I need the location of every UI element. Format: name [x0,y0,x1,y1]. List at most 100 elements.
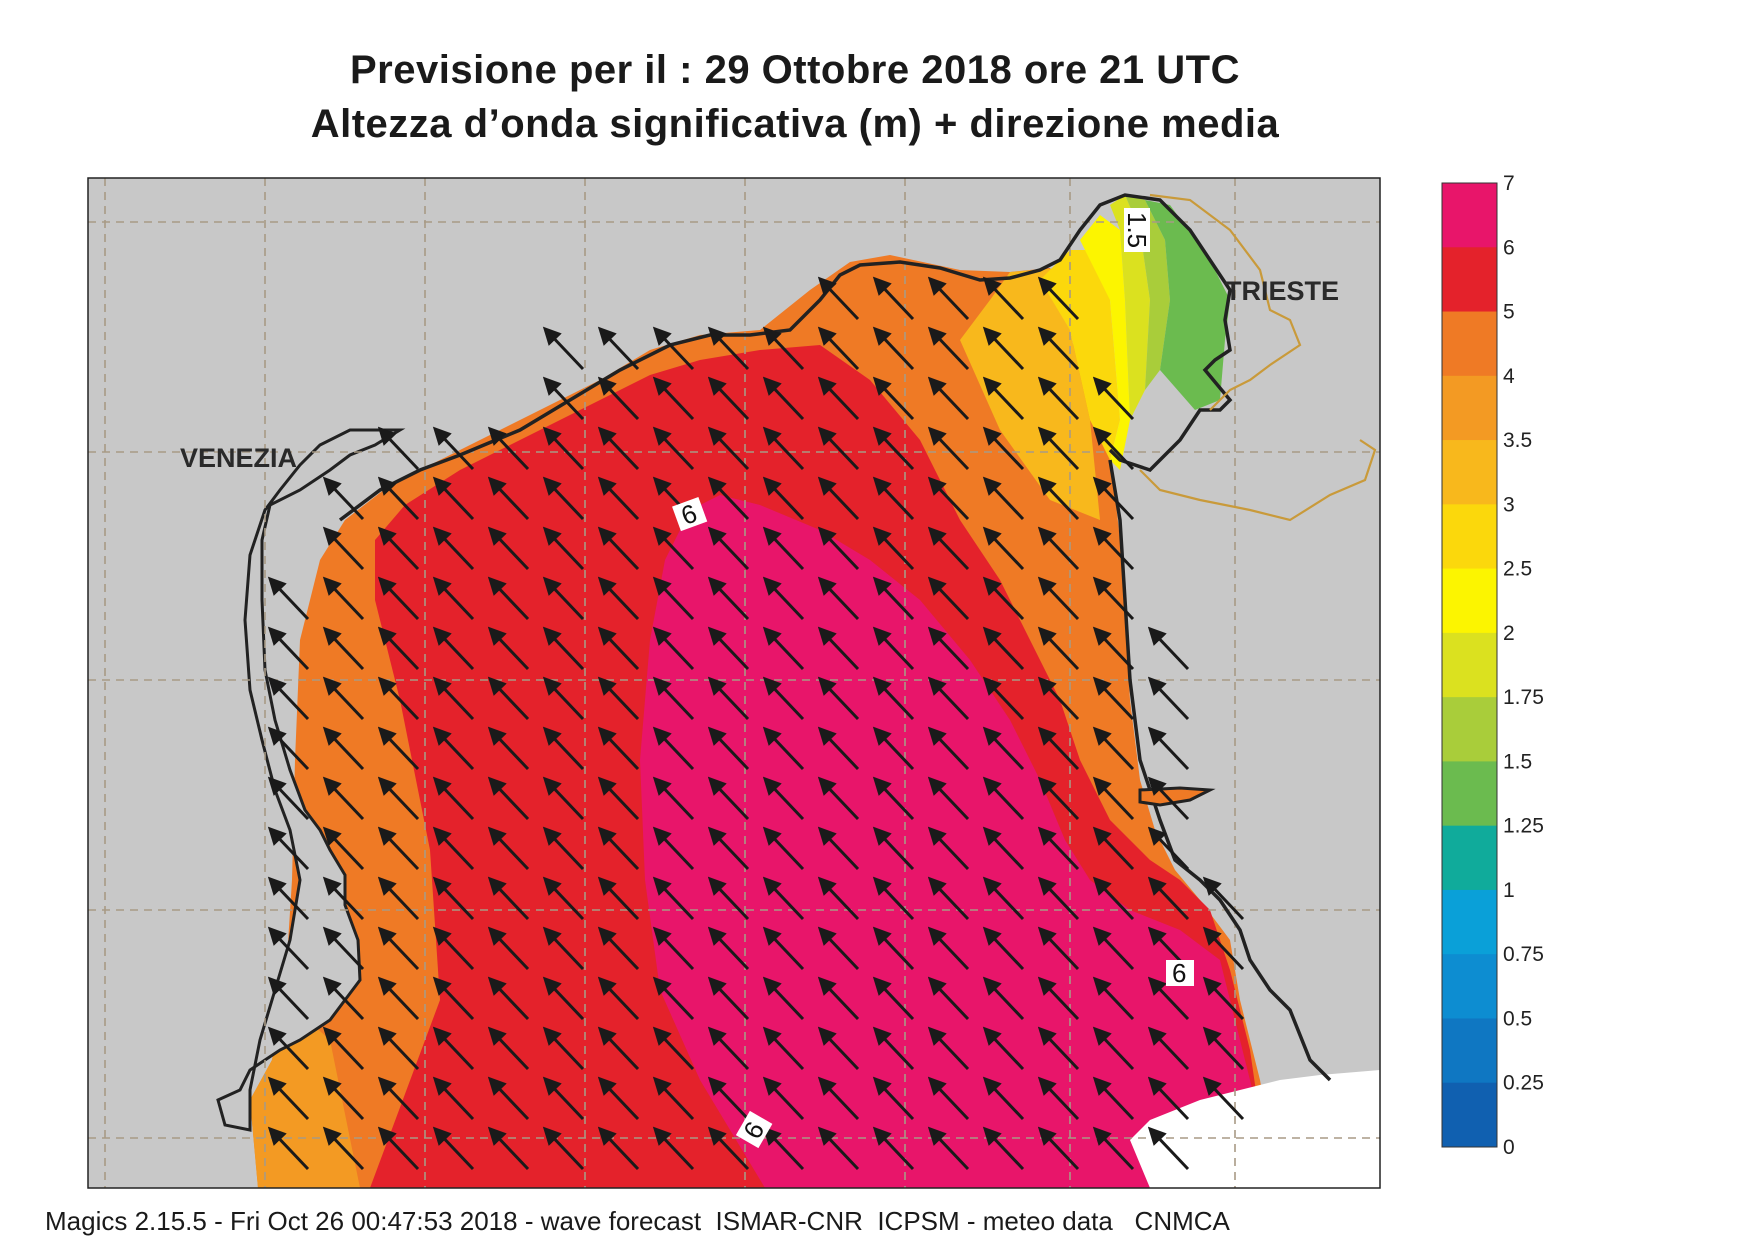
wave-direction-arrow [1147,1076,1190,1121]
wave-direction-arrow [1037,776,1080,821]
wave-direction-arrow [762,476,805,521]
wave-direction-arrow [1202,1076,1245,1121]
wave-direction-arrow [707,426,750,471]
wave-direction-arrow [652,526,695,571]
wave-direction-arrow [652,626,695,671]
wave-direction-arrow [432,426,475,471]
wave-direction-arrow [927,276,970,321]
wave-direction-arrow [1092,376,1135,421]
wave-direction-arrow [597,626,640,671]
color-scale-label: 4 [1503,365,1515,388]
wave-direction-arrow [1092,1026,1135,1071]
color-scale-label: 0.75 [1503,943,1544,966]
border-line [1139,193,1377,522]
wave-direction-arrow [377,776,420,821]
wave-direction-arrow [707,926,750,971]
wave-direction-arrow [1037,676,1080,721]
wave-direction-arrow [817,276,860,321]
wave-direction-arrow [542,376,585,421]
wave-direction-arrow [1092,976,1135,1021]
wave-direction-arrow [432,626,475,671]
wave-direction-arrow [1037,326,1080,371]
wave-direction-arrow [982,776,1025,821]
wave-direction-arrow [1092,876,1135,921]
wave-direction-arrow [377,726,420,771]
wave-direction-arrow [817,426,860,471]
wave-direction-arrow [817,726,860,771]
wave-direction-arrow [542,626,585,671]
color-scale-swatch [1442,311,1497,377]
wave-direction-arrow [542,1076,585,1121]
wave-direction-arrow [322,576,365,621]
wave-direction-arrow [542,1026,585,1071]
wave-direction-arrow [927,926,970,971]
wave-direction-arrow [542,776,585,821]
color-scale-label: 0.25 [1503,1072,1544,1095]
color-scale-label: 1.75 [1503,686,1544,709]
color-scale-swatch [1442,183,1497,248]
wave-direction-arrow [707,626,750,671]
wave-direction-arrow [487,426,530,471]
wave-direction-arrow [377,576,420,621]
wave-direction-arrow [817,376,860,421]
wave-direction-arrow [652,1026,695,1071]
wave-direction-arrow [432,876,475,921]
wave-direction-arrow [872,576,915,621]
wave-direction-arrow [542,1126,585,1171]
wave-direction-arrow [542,426,585,471]
color-scale-swatch [1442,632,1497,698]
color-scale-label: 3 [1503,493,1515,516]
sea-zone-2 [1080,215,1130,470]
wave-direction-arrow [982,526,1025,571]
wave-direction-arrow [872,876,915,921]
wave-direction-arrow [267,1026,310,1071]
wave-direction-arrow [267,676,310,721]
wave-direction-arrow [322,1126,365,1171]
wave-direction-arrow [982,1026,1025,1071]
wave-direction-arrow [652,876,695,921]
wave-direction-arrow [377,926,420,971]
wave-direction-arrow [267,626,310,671]
wave-direction-arrow [982,926,1025,971]
wave-direction-arrow [817,676,860,721]
wave-direction-arrow [817,1126,860,1171]
wave-direction-arrow [872,926,915,971]
wave-direction-arrow [927,476,970,521]
wave-direction-arrow [487,976,530,1021]
color-scale-label: 1.5 [1503,750,1532,773]
wave-direction-arrow [872,626,915,671]
wave-direction-arrow [487,676,530,721]
wave-direction-arrow [1147,1126,1190,1171]
wave-direction-arrow [707,826,750,871]
color-scale-label: 2 [1503,622,1515,645]
footer-credits: Magics 2.15.5 - Fri Oct 26 00:47:53 2018… [45,1206,1230,1236]
wave-direction-arrow [597,676,640,721]
wave-direction-arrow [1092,576,1135,621]
wave-direction-arrow [1092,1126,1135,1171]
wave-direction-arrow [872,426,915,471]
wave-direction-arrow [487,526,530,571]
color-scale-label: 0.5 [1503,1007,1532,1030]
wave-direction-arrow [872,726,915,771]
wave-direction-arrow [1147,726,1190,771]
wave-direction-arrow [817,576,860,621]
wave-direction-arrow [1037,1026,1080,1071]
wave-direction-arrow [1037,276,1080,321]
title-line-1: Previsione per il : 29 Ottobre 2018 ore … [350,48,1240,92]
wave-direction-arrow [487,576,530,621]
color-scale-swatch [1442,825,1497,891]
wave-direction-arrow [707,726,750,771]
wave-direction-arrow [597,1126,640,1171]
wave-direction-arrow [322,676,365,721]
wave-direction-arrow [377,476,420,521]
wave-direction-arrow [927,676,970,721]
wave-direction-arrow [487,476,530,521]
wave-direction-arrow [1092,426,1135,471]
wave-direction-arrow [487,1076,530,1121]
wave-direction-arrow [1092,626,1135,671]
color-scale-label: 1 [1503,879,1515,902]
contour-label-1: 1.5 [1122,208,1152,252]
wave-direction-arrow [652,776,695,821]
wave-direction-arrow [597,926,640,971]
